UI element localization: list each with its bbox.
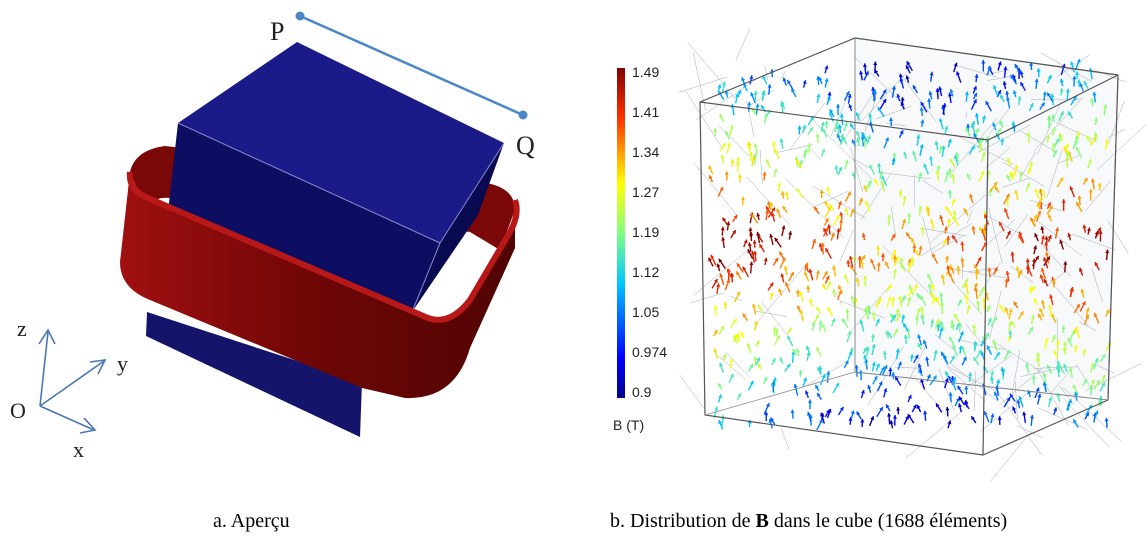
- colorbar-tick-label: 1.05: [632, 304, 659, 320]
- axis-x-label: x: [73, 437, 84, 462]
- cube-front-face: [168, 123, 440, 312]
- field-arrows: [707, 58, 1112, 431]
- axis-z-label: z: [17, 316, 27, 341]
- pq-line: [299, 14, 524, 117]
- caption-b: b. Distribution de B dans le cube (1688 …: [610, 510, 1007, 533]
- colorbar-ticks: 1.49 1.41 1.34 1.27 1.19 1.12 1.05 0.974 0.9: [632, 64, 667, 400]
- caption-b-suffix: dans le cube (1688 éléments): [768, 510, 1008, 532]
- caption-a: a. Aperçu: [213, 510, 290, 532]
- colorbar-tick-label: 1.41: [632, 104, 659, 120]
- point-q-label: Q: [516, 131, 535, 160]
- colorbar-tick-label: 1.19: [632, 224, 659, 240]
- colorbar-tick-label: 1.49: [632, 64, 659, 80]
- point-p-marker: [295, 11, 305, 21]
- colorbar-tick-label: 0.9: [632, 384, 652, 400]
- point-q-marker: [518, 110, 528, 120]
- cube-top-face: [178, 42, 504, 243]
- colorbar: [617, 68, 625, 398]
- origin-label: O: [10, 398, 26, 423]
- axis-y-label: y: [117, 351, 128, 376]
- point-p-label: P: [270, 17, 284, 46]
- colorbar-tick-label: 1.34: [632, 144, 659, 160]
- overview-illustration: P Q: [120, 11, 535, 437]
- coordinate-axes: [38, 328, 107, 434]
- colorbar-tick-label: 0.974: [632, 344, 667, 360]
- field-cube: [678, 28, 1146, 482]
- colorbar-tick-label: 1.12: [632, 264, 659, 280]
- cube-side-face: [412, 143, 504, 312]
- caption-b-bold: B: [755, 510, 769, 532]
- colorbar-label: B (T): [613, 417, 644, 433]
- caption-b-prefix: b. Distribution de: [610, 510, 756, 532]
- colorbar-tick-label: 1.27: [632, 184, 659, 200]
- cube-lower-face: [146, 312, 362, 437]
